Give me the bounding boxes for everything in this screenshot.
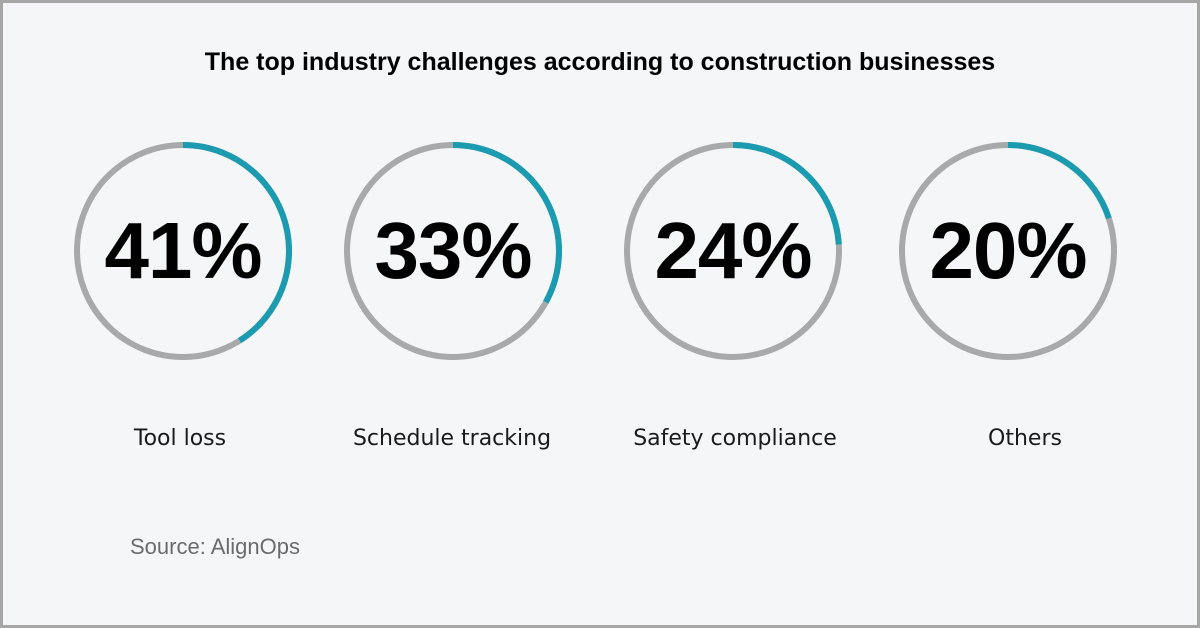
ring-svg-schedule-tracking: [344, 142, 562, 360]
ring-svg-safety-compliance: [624, 142, 842, 360]
ring-chart-tool-loss: 41%: [70, 138, 296, 364]
ring-svg-others: [899, 142, 1117, 360]
ring-chart-schedule-tracking: 33%: [340, 138, 566, 364]
ring-chart-safety-compliance: 24%: [620, 138, 846, 364]
ring-chart-others: 20%: [895, 138, 1121, 364]
value-label-others: 20%: [929, 206, 1087, 295]
ring-arc-safety-compliance: [624, 142, 842, 360]
value-label-schedule-tracking: 33%: [374, 206, 532, 295]
value-label-safety-compliance: 24%: [654, 206, 812, 295]
source-note: Source: AlignOps: [130, 534, 300, 559]
ring-svg-tool-loss: [74, 142, 292, 360]
chart-title: The top industry challenges according to…: [204, 48, 996, 76]
ring-arc-schedule-tracking: [344, 142, 562, 360]
category-label-schedule-tracking: Schedule tracking: [352, 426, 552, 451]
ring-arc-tool-loss: [74, 142, 292, 360]
category-label-safety-compliance: Safety compliance: [633, 426, 837, 451]
infographic-card: [3, 3, 1197, 625]
category-label-others: Others: [988, 426, 1062, 451]
value-label-tool-loss: 41%: [104, 206, 262, 295]
category-label-tool-loss: Tool loss: [133, 426, 227, 451]
ring-arc-others: [899, 142, 1117, 360]
